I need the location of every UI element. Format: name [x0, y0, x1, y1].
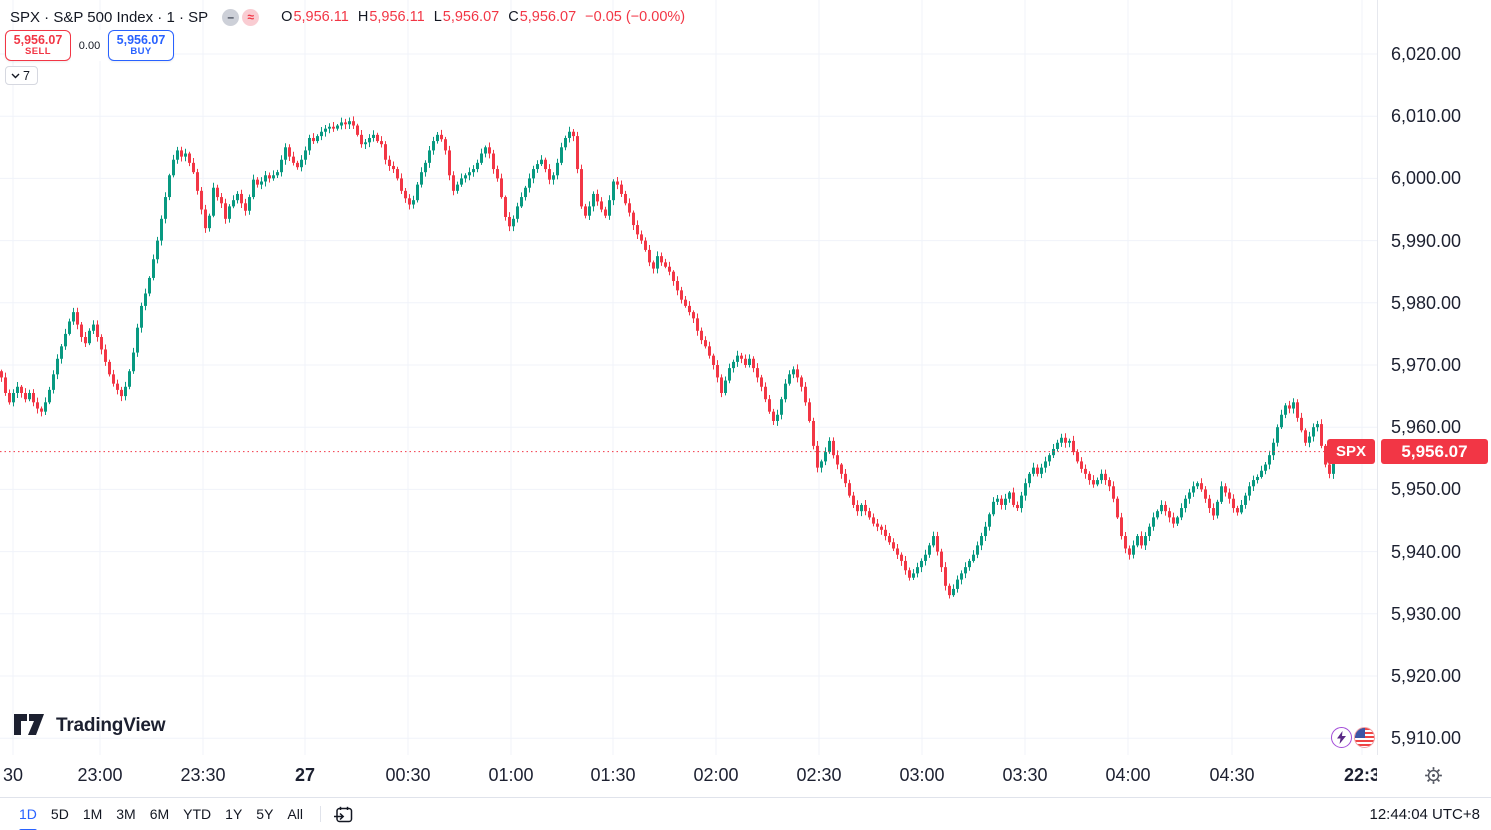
price-axis-label: 5,980.00 [1391, 292, 1462, 313]
time-axis-label: 03:30 [1002, 765, 1048, 785]
spread-value: 0.00 [71, 30, 108, 61]
symbol-title[interactable]: SPX · S&P 500 Index · 1 · SP [10, 8, 209, 26]
candlestick-chart[interactable] [0, 0, 1377, 755]
open-value: 5,956.11 [293, 9, 349, 25]
price-axis[interactable]: 6,020.00 6,010.00 6,000.00 5,990.00 5,980.00… [1377, 0, 1491, 755]
go-to-date-button[interactable] [331, 802, 357, 826]
price-axis-label: 6,010.00 [1391, 106, 1462, 127]
bottom-toolbar: 1D 5D 1M 3M 6M YTD 1Y 5Y All 12:44:04 UTC+8 [0, 797, 1491, 830]
open-label: O [281, 9, 293, 25]
sell-label: SELL [25, 46, 51, 58]
time-axis-label: 30 [2, 765, 24, 785]
corner-badges [1331, 727, 1375, 748]
time-axis-label: 04:00 [1105, 765, 1151, 785]
buy-label: BUY [130, 46, 152, 58]
range-button-5y[interactable]: 5Y [256, 806, 274, 822]
time-axis[interactable]: 30 23:00 23:30 27 00:30 01:00 01:30 02:00 02:30 0… [0, 755, 1491, 797]
time-axis-label: 01:00 [488, 765, 534, 785]
low-label: L [433, 9, 442, 25]
price-axis-label: 5,910.00 [1391, 728, 1462, 749]
clock-utc[interactable]: 12:44:04 UTC+8 [1369, 805, 1481, 823]
range-button-1m[interactable]: 1M [82, 806, 103, 822]
tradingview-logo-text: TradingView [56, 715, 166, 736]
time-axis-label: 04:30 [1209, 765, 1255, 785]
time-axis-label: 01:30 [590, 765, 636, 785]
price-axis-label: 6,020.00 [1391, 44, 1462, 64]
calendar-icon [334, 806, 353, 822]
time-axis-label: 23:30 [180, 765, 226, 785]
time-axis-label: 27 [294, 765, 316, 785]
candlestick-series [0, 116, 1335, 599]
gear-icon[interactable] [1424, 766, 1443, 785]
range-button-ytd[interactable]: YTD [183, 806, 212, 822]
legend-status-icons: – ≈ [222, 8, 260, 26]
tradingview-logo-icon [14, 714, 44, 735]
lightning-icon[interactable] [1331, 727, 1352, 748]
object-tree-count: 7 [23, 68, 30, 83]
price-axis-label: 5,930.00 [1391, 603, 1462, 624]
change-value: −0.05 (−0.00%) [585, 9, 686, 25]
time-axis-label: 23:00 [77, 765, 123, 785]
symbol-legend: SPX · S&P 500 Index · 1 · SP – ≈ O 5,956.… [10, 6, 685, 28]
price-axis-label: 5,950.00 [1391, 479, 1462, 500]
hidden-indicator-icon[interactable]: – [222, 8, 240, 26]
price-axis-label: 5,940.00 [1391, 541, 1462, 562]
buy-price: 5,956.07 [116, 32, 166, 47]
range-button-1d[interactable]: 1D [12, 802, 44, 830]
close-label: C [508, 9, 519, 25]
last-price-tag-symbol: SPX [1326, 439, 1375, 465]
range-button-3m[interactable]: 3M [116, 806, 136, 822]
approx-indicator-icon[interactable]: ≈ [242, 8, 260, 26]
time-axis-label: 02:30 [796, 765, 842, 785]
ohlc-readout: O 5,956.11 H 5,956.11 L 5,956.07 C 5,956.07 … [281, 9, 685, 25]
buy-button[interactable]: 5,956.07 BUY [108, 30, 174, 61]
close-value: 5,956.07 [519, 9, 577, 25]
price-axis-label: 5,970.00 [1391, 355, 1462, 375]
high-label: H [357, 9, 369, 25]
toolbar-divider [319, 806, 321, 822]
time-axis-label: 22:3 [1343, 765, 1377, 785]
trade-panel: 5,956.07 SELL 0.00 5,956.07 BUY [5, 30, 174, 61]
chevron-down-icon [11, 73, 20, 78]
time-axis-label: 00:30 [385, 765, 431, 785]
chart-pane[interactable]: SPX · S&P 500 Index · 1 · SP – ≈ O 5,956.… [0, 0, 1377, 755]
range-button-6m[interactable]: 6M [149, 806, 170, 822]
object-tree-chip[interactable]: 7 [5, 66, 38, 85]
tradingview-logo[interactable]: TradingView [14, 714, 166, 738]
time-axis-label: 03:00 [899, 765, 945, 785]
high-value: 5,956.11 [369, 9, 425, 25]
last-price-tag-value: 5,956.07 [1381, 439, 1488, 465]
sell-button[interactable]: 5,956.07 SELL [5, 30, 71, 61]
price-axis-label: 5,960.00 [1391, 417, 1462, 438]
us-flag-icon[interactable] [1354, 727, 1375, 748]
price-axis-label: 6,000.00 [1391, 168, 1462, 189]
time-axis-label: 02:00 [693, 765, 739, 785]
range-button-5d[interactable]: 5D [50, 806, 69, 822]
price-axis-label: 5,920.00 [1391, 666, 1462, 686]
range-button-1y[interactable]: 1Y [225, 806, 243, 822]
low-value: 5,956.07 [442, 9, 500, 25]
range-button-all[interactable]: All [287, 806, 303, 822]
price-axis-label: 5,990.00 [1391, 230, 1462, 251]
sell-price: 5,956.07 [13, 32, 63, 47]
